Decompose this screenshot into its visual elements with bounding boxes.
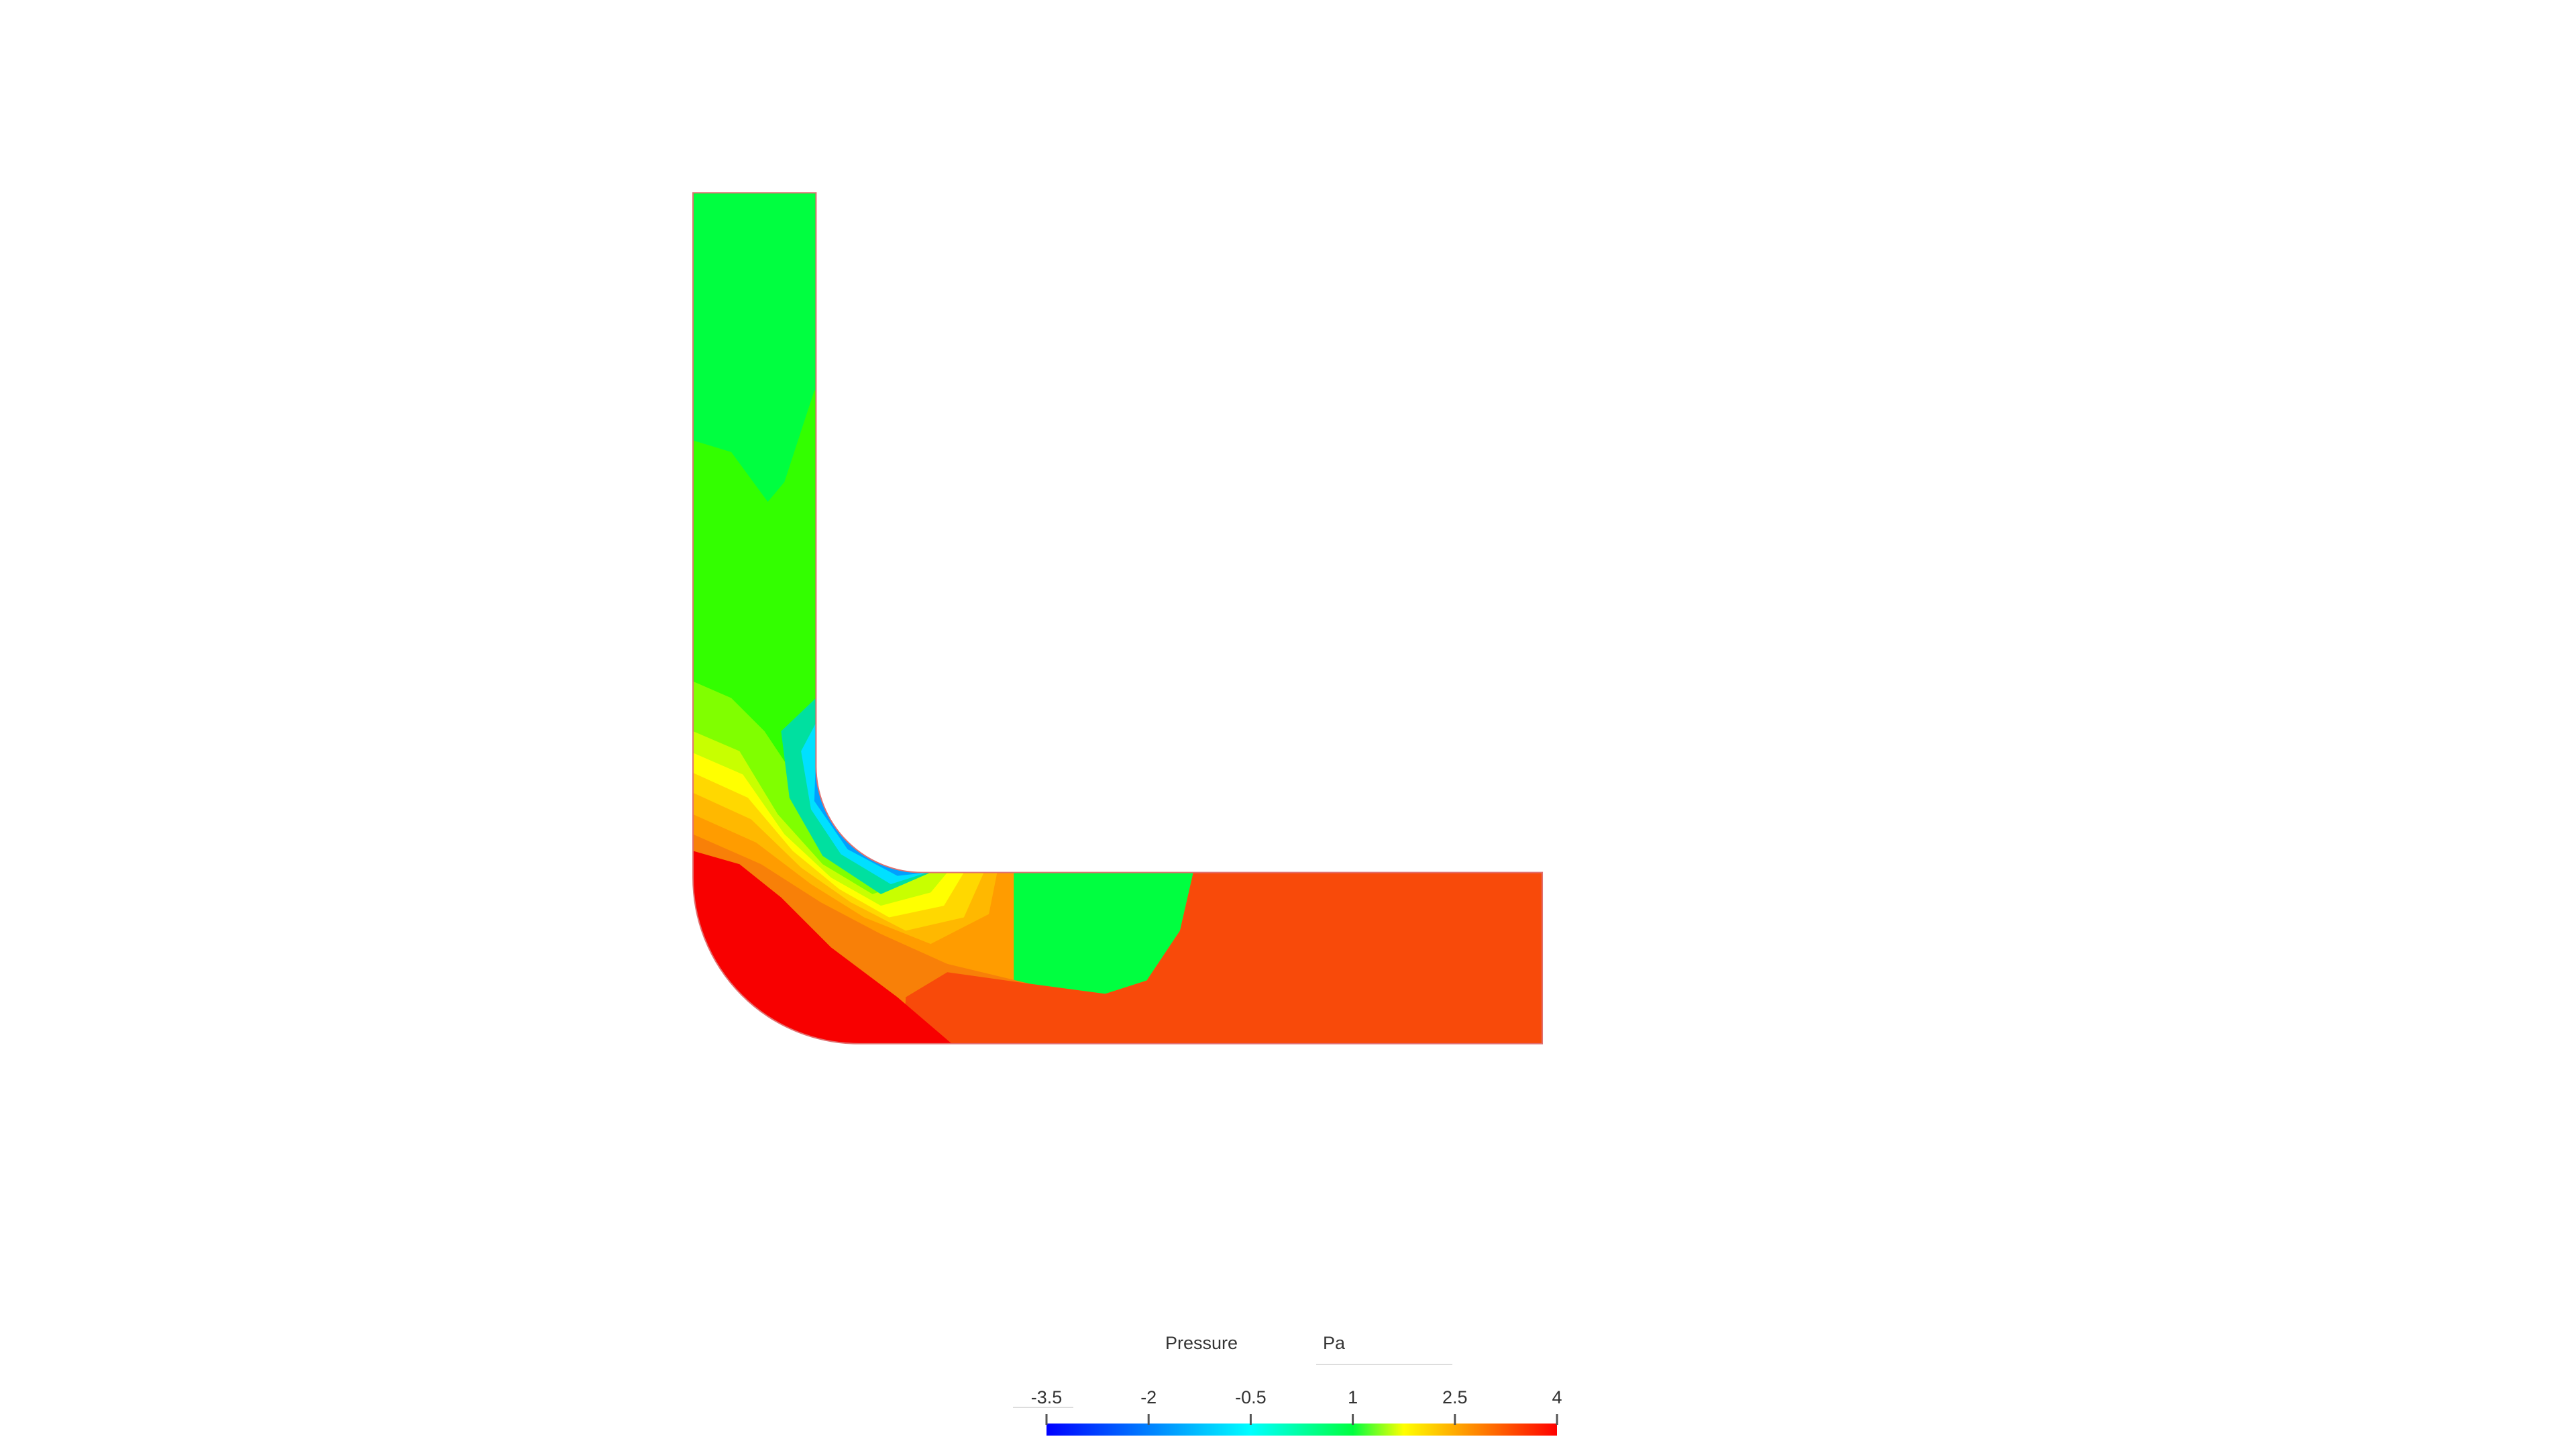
tick-label: -2 — [1140, 1387, 1157, 1407]
tick-label: -3.5 — [1031, 1387, 1063, 1407]
colorbar-title: Pressure — [1165, 1333, 1238, 1353]
colorbar-unit: Pa — [1323, 1333, 1346, 1353]
tick-label: 4 — [1552, 1387, 1562, 1407]
tick-label: 1 — [1348, 1387, 1358, 1407]
tick-label: 2.5 — [1442, 1387, 1468, 1407]
colorbar-ramp — [1046, 1424, 1557, 1436]
pressure-field — [692, 192, 1544, 1044]
tick-label: -0.5 — [1235, 1387, 1267, 1407]
colorbar: Pressure Pa -3.5 -2 -0.5 1 2.5 4 — [1013, 1333, 1562, 1436]
